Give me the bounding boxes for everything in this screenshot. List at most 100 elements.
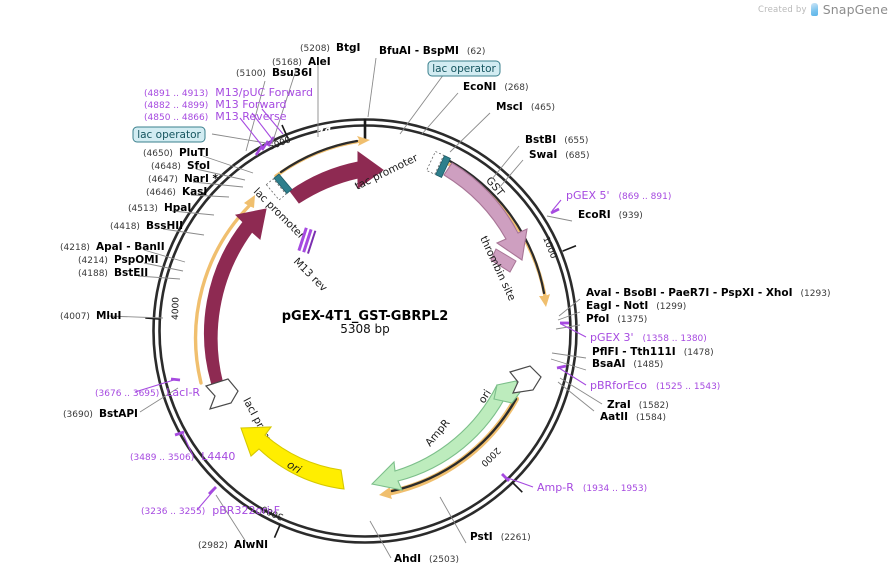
enzyme-site-PluTI[interactable]: (4650) PluTI	[143, 147, 209, 159]
enzyme-name: BstAPI	[99, 408, 138, 420]
enzyme-name: KasI	[182, 186, 207, 198]
enzyme-position: (4218)	[60, 243, 90, 253]
enzyme-site-MluI[interactable]: (4007) MluI	[60, 310, 121, 322]
plasmid-size-label: 5308 bp	[340, 322, 390, 336]
feature-position: (3236 .. 3255)	[141, 507, 205, 517]
enzyme-site-ApaI[interactable]: (4218) ApaI - BanII	[60, 241, 165, 253]
enzyme-site-KasI[interactable]: (4646) KasI	[146, 186, 207, 198]
enzyme-position: (2982)	[198, 541, 228, 551]
enzyme-site-BsaAI[interactable]: BsaAI (1485)	[592, 358, 663, 370]
enzyme-name: EcoRI	[578, 209, 611, 221]
primer-feature-labels: (4891 .. 4913) M13/pUC Forward(4882 .. 48…	[95, 86, 720, 517]
enzyme-name: PstI	[470, 531, 493, 543]
enzyme-name: AvaI - BsoBI - PaeR7I - PspXI - XhoI	[586, 287, 793, 299]
enzyme-position: (1478)	[684, 348, 714, 358]
enzyme-name: BsaAI	[592, 358, 625, 370]
enzyme-name: PflFI - Tth111I	[592, 346, 676, 358]
enzyme-position: (685)	[565, 151, 589, 161]
enzyme-name: Bsu36I	[272, 67, 312, 79]
enzyme-name: SwaI	[529, 149, 557, 161]
enzyme-site-ZraI[interactable]: ZraI (1582)	[607, 399, 669, 411]
feature-name: L4440	[201, 450, 235, 463]
enzyme-site-BfuAI[interactable]: BfuAI - BspMI (62)	[379, 45, 485, 57]
ruler-tick-4000: 4000	[145, 297, 182, 320]
primer-feature-m13-forward[interactable]: (4882 .. 4899) M13 Forward	[144, 98, 287, 111]
primer-feature-pgex-5-[interactable]: pGEX 5' (869 .. 891)	[566, 189, 671, 202]
enzyme-site-AlwNI[interactable]: (2982) AlwNI	[198, 539, 268, 551]
leader-lines	[106, 57, 603, 559]
enzyme-position: (3690)	[63, 410, 93, 420]
lac-operator-label: lac operator	[432, 63, 496, 75]
feature-name: M13 Reverse	[215, 110, 286, 123]
feature-name: Amp-R	[537, 481, 574, 494]
primer-feature-l4440[interactable]: (3489 .. 3506) L4440	[130, 450, 235, 463]
enzyme-name: MscI	[496, 101, 523, 113]
enzyme-position: (1375)	[617, 315, 647, 325]
enzyme-position: (4007)	[60, 312, 90, 322]
feature-position: (1934 .. 1953)	[583, 484, 647, 494]
enzyme-site-EcoRI[interactable]: EcoRI (939)	[578, 209, 643, 221]
primer-feature-pgex-3-[interactable]: pGEX 3' (1358 .. 1380)	[590, 331, 707, 344]
enzyme-site-AhdI[interactable]: AhdI (2503)	[394, 553, 459, 565]
feature-position: (1358 .. 1380)	[643, 334, 707, 344]
enzyme-site-NarI[interactable]: (4647) NarI *	[148, 173, 219, 185]
enzyme-position: (4646)	[146, 188, 176, 198]
enzyme-site-BstAPI[interactable]: (3690) BstAPI	[63, 408, 138, 420]
enzyme-site-EagI[interactable]: EagI - NotI (1299)	[586, 300, 686, 312]
enzyme-site-PflFI[interactable]: PflFI - Tth111I (1478)	[592, 346, 714, 358]
enzyme-position: (1582)	[639, 401, 669, 411]
feature-name: M13/pUC Forward	[215, 86, 313, 99]
primer-feature-m13-reverse[interactable]: (4850 .. 4866) M13 Reverse	[144, 110, 287, 123]
enzyme-position: (2503)	[429, 555, 459, 565]
enzyme-name: HpaI	[164, 202, 191, 214]
enzyme-position: (4188)	[78, 269, 108, 279]
enzyme-site-AvaI[interactable]: AvaI - BsoBI - PaeR7I - PspXI - XhoI (129…	[586, 287, 830, 299]
primer-feature-m13-puc-forward[interactable]: (4891 .. 4913) M13/pUC Forward	[144, 86, 313, 99]
enzyme-site-SwaI[interactable]: SwaI (685)	[529, 149, 589, 161]
enzyme-name: ApaI - BanII	[96, 241, 165, 253]
enzyme-site-labels: (5208) BtgI (5168) AleI (5100) Bsu36I (4650) Pl…	[60, 42, 830, 565]
enzyme-site-PstI[interactable]: PstI (2261)	[470, 531, 531, 543]
feature-position: (4891 .. 4913)	[144, 89, 208, 99]
enzyme-site-EcoNI[interactable]: EcoNI (268)	[463, 81, 529, 93]
feature-name: pGEX 5'	[566, 189, 610, 202]
primer-feature-pbrforeco[interactable]: pBRforEco (1525 .. 1543)	[590, 379, 720, 392]
ruler-tick-label: 2000	[478, 445, 502, 468]
primer-feature-amp-r[interactable]: Amp-R (1934 .. 1953)	[537, 481, 647, 494]
lac-operator-box-top[interactable]: lac operator	[427, 60, 501, 77]
enzyme-name: PspOMI	[114, 254, 159, 266]
enzyme-site-BssHII[interactable]: (4418) BssHII	[110, 220, 183, 232]
enzyme-site-PfoI[interactable]: PfoI (1375)	[586, 313, 647, 325]
enzyme-site-BstEII[interactable]: (4188) BstEII	[78, 267, 148, 279]
enzyme-position: (4647)	[148, 175, 178, 185]
primer-feature-pbr322ori-f[interactable]: (3236 .. 3255) pBR322ori-F	[141, 504, 280, 517]
enzyme-site-BstBI[interactable]: BstBI (655)	[525, 134, 588, 146]
enzyme-position: (4513)	[128, 204, 158, 214]
enzyme-site-AleI[interactable]: (5168) AleI	[272, 56, 331, 68]
enzyme-name: AatII	[600, 411, 628, 423]
watermark-created-label: Created by	[757, 4, 807, 15]
enzyme-site-AatII[interactable]: AatII (1584)	[600, 411, 666, 423]
lac-operator-box-left[interactable]: lac operator	[132, 126, 206, 143]
feature-ori[interactable]: ori	[240, 426, 345, 490]
feature-position: (3676 .. 3695)	[95, 389, 159, 399]
enzyme-position: (465)	[531, 103, 555, 113]
feature-AmpR-promoter[interactable]: ori	[476, 365, 542, 406]
enzyme-name: EcoNI	[463, 81, 496, 93]
enzyme-site-Bsu36I[interactable]: (5100) Bsu36I	[236, 67, 312, 79]
enzyme-name: BtgI	[336, 42, 360, 54]
snapgene-logo-icon	[810, 3, 818, 16]
enzyme-site-PspOMI[interactable]: (4214) PspOMI	[78, 254, 159, 266]
enzyme-site-HpaI[interactable]: (4513) HpaI	[128, 202, 191, 214]
enzyme-site-SfoI[interactable]: (4648) SfoI	[151, 160, 210, 172]
primer-feature-laci-r[interactable]: (3676 .. 3695) LacI-R	[95, 386, 200, 399]
enzyme-position: (5168)	[272, 58, 302, 68]
enzyme-name: EagI - NotI	[586, 300, 648, 312]
enzyme-site-BtgI[interactable]: (5208) BtgI	[300, 42, 360, 54]
enzyme-site-MscI[interactable]: MscI (465)	[496, 101, 555, 113]
enzyme-position: (4650)	[143, 149, 173, 159]
feature-name: pBRforEco	[590, 379, 647, 392]
enzyme-name: BfuAI - BspMI	[379, 45, 459, 57]
enzyme-position: (268)	[504, 83, 528, 93]
